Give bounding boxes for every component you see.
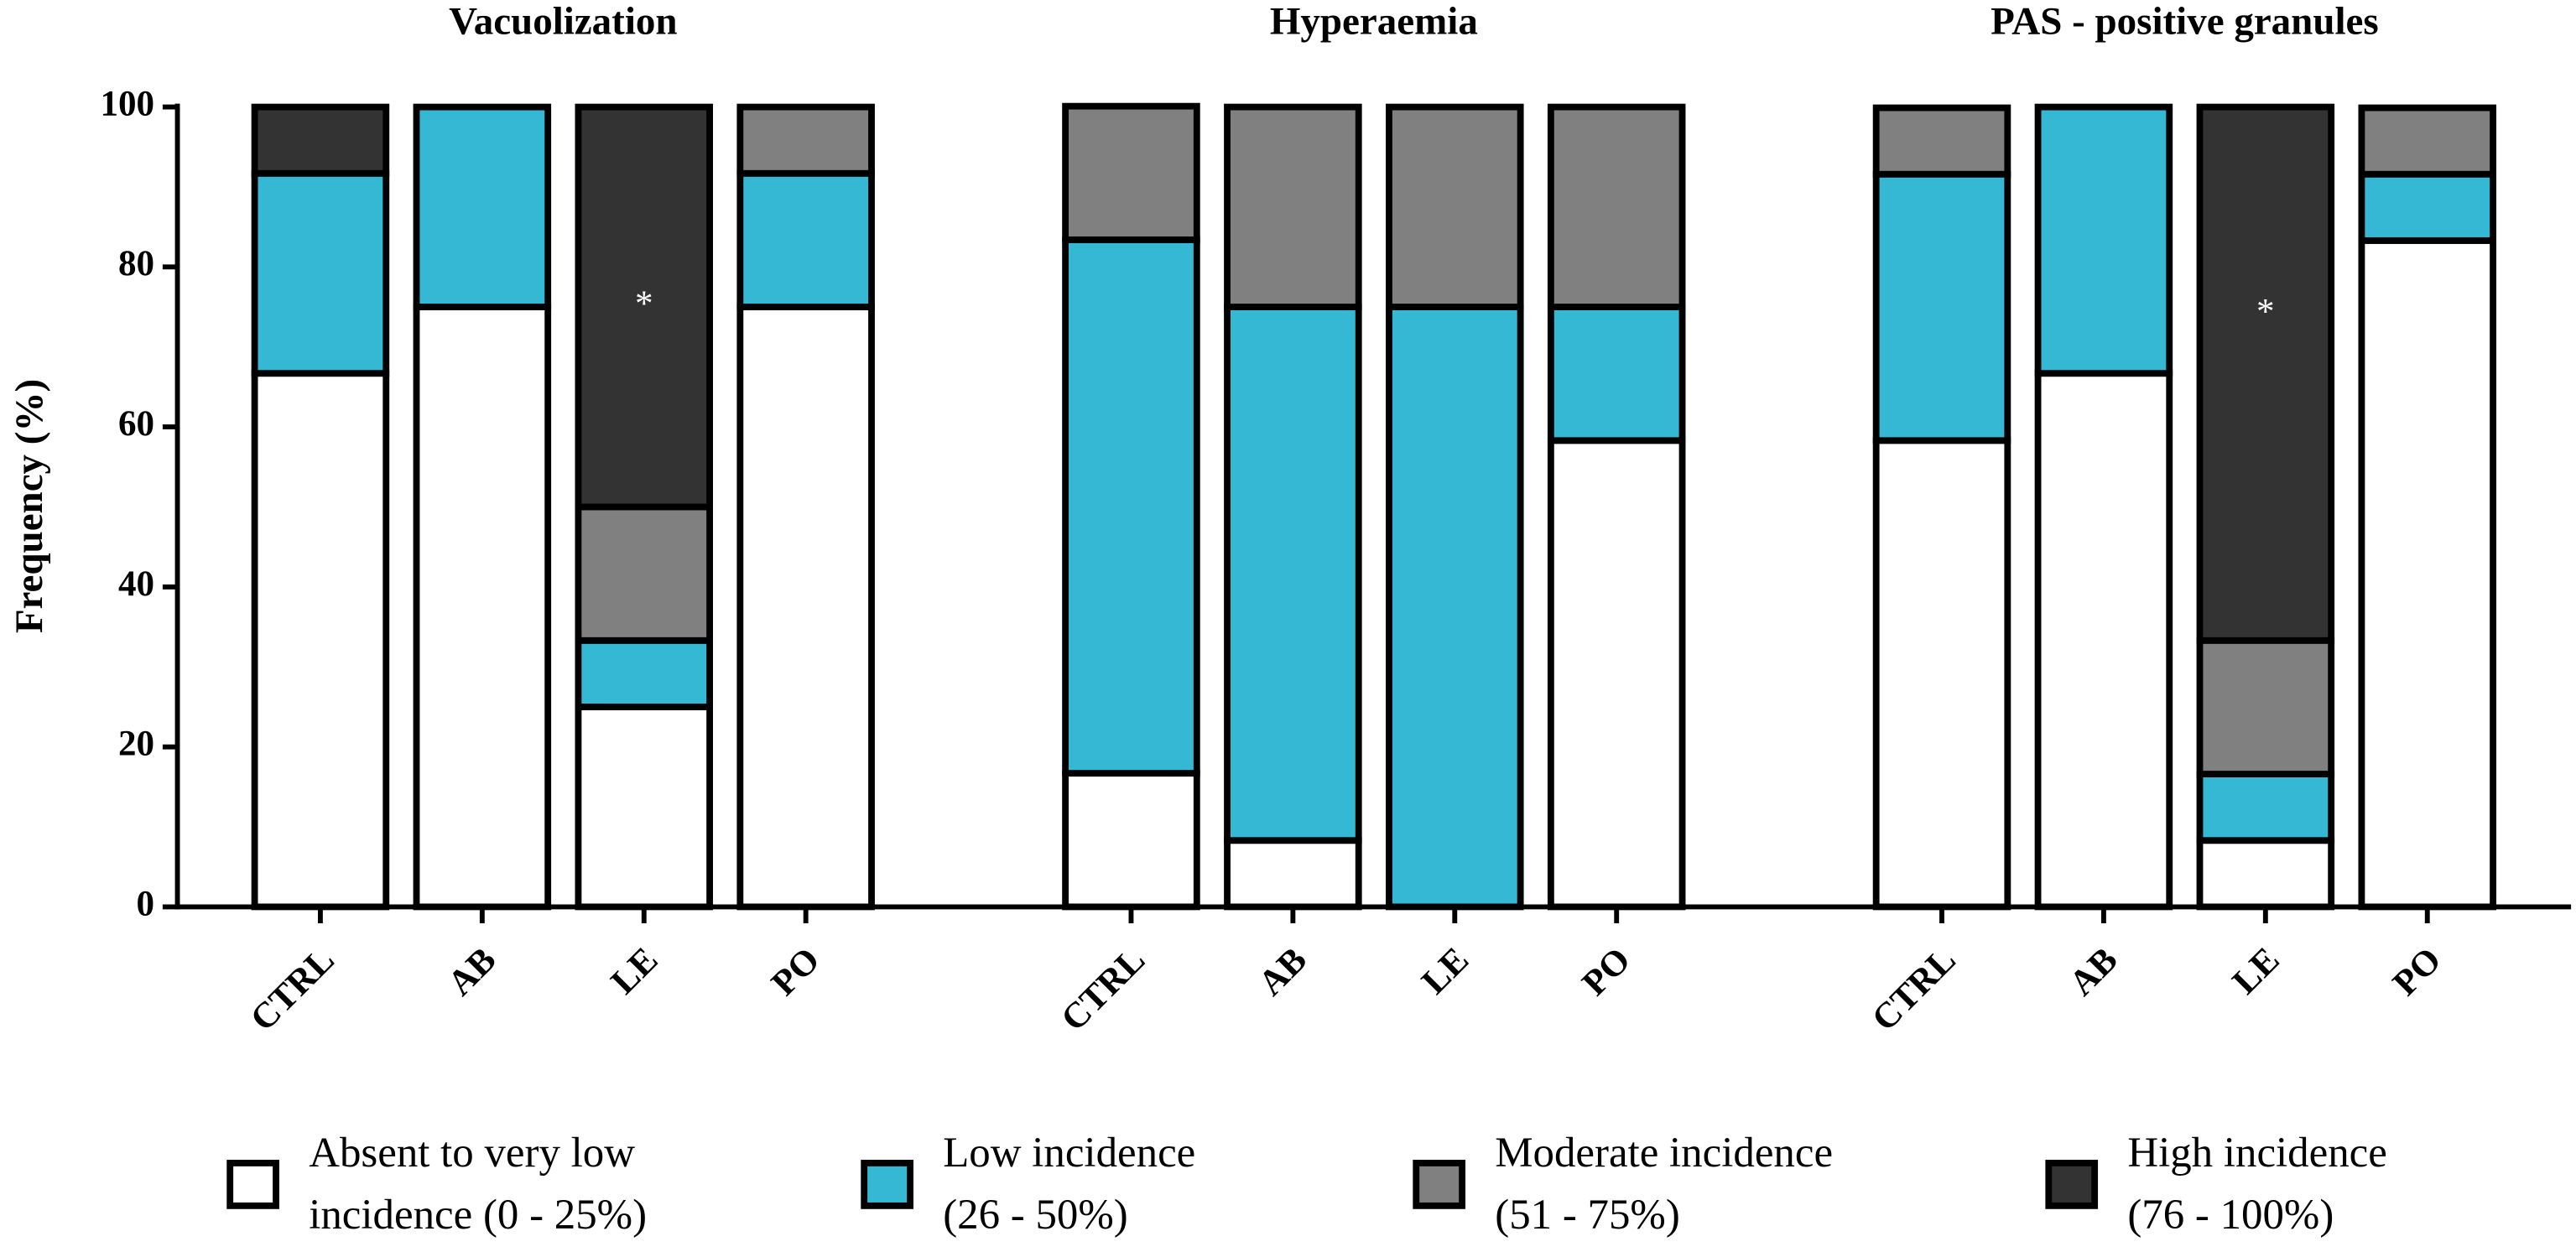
bar-segment xyxy=(736,169,875,310)
panel-title: PAS - positive granules xyxy=(1991,0,2379,43)
legend-swatch xyxy=(2045,1160,2099,1209)
x-tick-label: LE xyxy=(1414,940,1476,1002)
bar-segment xyxy=(736,103,875,177)
bar-segment xyxy=(1224,304,1362,844)
bar-segment xyxy=(1062,236,1200,777)
y-tick-label: 0 xyxy=(137,884,155,923)
annotation: * xyxy=(635,284,653,324)
bar-segment xyxy=(251,370,390,911)
annotation: * xyxy=(2256,292,2275,331)
x-tick-label: LE xyxy=(604,940,666,1002)
bar-segment xyxy=(2196,636,2335,777)
bar-segment xyxy=(2196,837,2335,911)
x-tick-label: PO xyxy=(1574,940,1638,1004)
bar-segment xyxy=(736,304,875,911)
x-tick-label: PO xyxy=(764,940,828,1004)
x-tick-label: AB xyxy=(1252,940,1315,1004)
bar-segment xyxy=(1224,103,1362,310)
panel-title: Hyperaemia xyxy=(1270,0,1478,43)
x-tick-label: AB xyxy=(440,940,504,1004)
bar-segment xyxy=(1062,770,1200,911)
bar-segment xyxy=(2358,170,2497,244)
y-tick-label: 20 xyxy=(118,725,154,764)
legend-label: (51 - 75%) xyxy=(1495,1192,1680,1239)
bar-segment xyxy=(1547,437,1686,911)
x-tick-label: CTRL xyxy=(1054,940,1153,1039)
bar-segment xyxy=(1872,437,2011,911)
y-tick-label: 100 xyxy=(100,84,154,123)
bar-segment xyxy=(1547,304,1686,444)
y-axis-label: Frequency (%) xyxy=(8,379,51,633)
y-tick-label: 40 xyxy=(118,564,154,604)
bar-segment xyxy=(251,103,390,177)
legend-swatch xyxy=(861,1160,913,1209)
legend-label: (76 - 100%) xyxy=(2127,1192,2334,1239)
x-tick-label: CTRL xyxy=(1865,940,1964,1039)
bar-segment xyxy=(575,704,714,911)
bar-segment xyxy=(1224,837,1362,911)
bar-segment xyxy=(575,636,714,710)
x-tick-label: PO xyxy=(2386,940,2449,1004)
x-tick-label: AB xyxy=(2062,940,2126,1004)
legend-label: incidence (0 - 25%) xyxy=(309,1192,647,1239)
x-tick-label: LE xyxy=(2225,940,2287,1002)
bar-segment xyxy=(2196,771,2335,844)
legend-swatch xyxy=(1413,1160,1466,1209)
bar-segment xyxy=(575,103,714,511)
legend-label: Low incidence xyxy=(943,1130,1195,1177)
bar-segment xyxy=(251,169,390,377)
bar-segment xyxy=(1386,103,1524,310)
bar-segment xyxy=(1062,102,1200,243)
x-tick-label: CTRL xyxy=(243,940,342,1039)
bar-segment xyxy=(2034,370,2173,911)
bar-segment xyxy=(1547,103,1686,310)
legend-label: Moderate incidence xyxy=(1495,1130,1833,1177)
bar-segment xyxy=(575,503,714,644)
y-tick-label: 80 xyxy=(118,244,154,283)
legend-swatch xyxy=(226,1160,279,1209)
bar-segment xyxy=(1872,104,2011,178)
bar-segment xyxy=(2196,103,2335,644)
bar-segment xyxy=(2358,236,2497,911)
bar-segment xyxy=(1872,170,2011,444)
legend-label: (26 - 50%) xyxy=(943,1192,1128,1239)
y-tick-label: 60 xyxy=(118,404,154,444)
legend-label: Absent to very low xyxy=(309,1130,635,1177)
bar-segment xyxy=(2358,104,2497,178)
bar-segment xyxy=(1386,304,1524,911)
bar-segment xyxy=(413,103,552,310)
panel-title: Vacuolization xyxy=(449,0,677,43)
legend-label: High incidence xyxy=(2127,1130,2387,1177)
bar-segment xyxy=(2034,103,2173,377)
bar-segment xyxy=(413,304,552,911)
